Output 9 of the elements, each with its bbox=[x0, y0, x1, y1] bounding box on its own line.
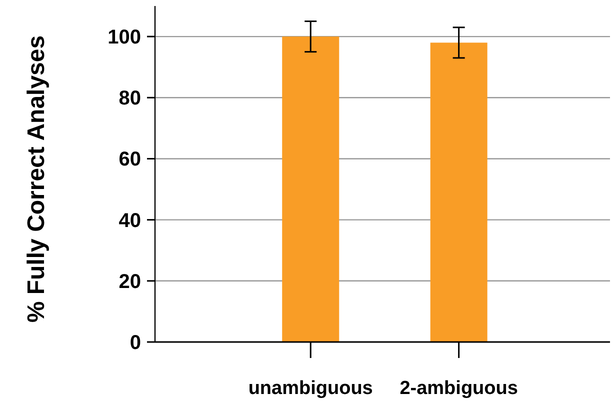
y-axis-title: % Fully Correct Analyses bbox=[23, 35, 50, 323]
x-tick-label: unambiguous bbox=[248, 378, 373, 399]
y-tick-label: 100 bbox=[108, 26, 141, 49]
y-tick-label: 0 bbox=[130, 332, 141, 354]
y-tick-label: 40 bbox=[118, 210, 141, 232]
y-tick-label: 20 bbox=[118, 270, 141, 293]
y-tick-label: 60 bbox=[118, 148, 141, 171]
y-tick-label: 80 bbox=[118, 88, 141, 110]
x-tick-label: 2-ambiguous bbox=[400, 378, 518, 399]
